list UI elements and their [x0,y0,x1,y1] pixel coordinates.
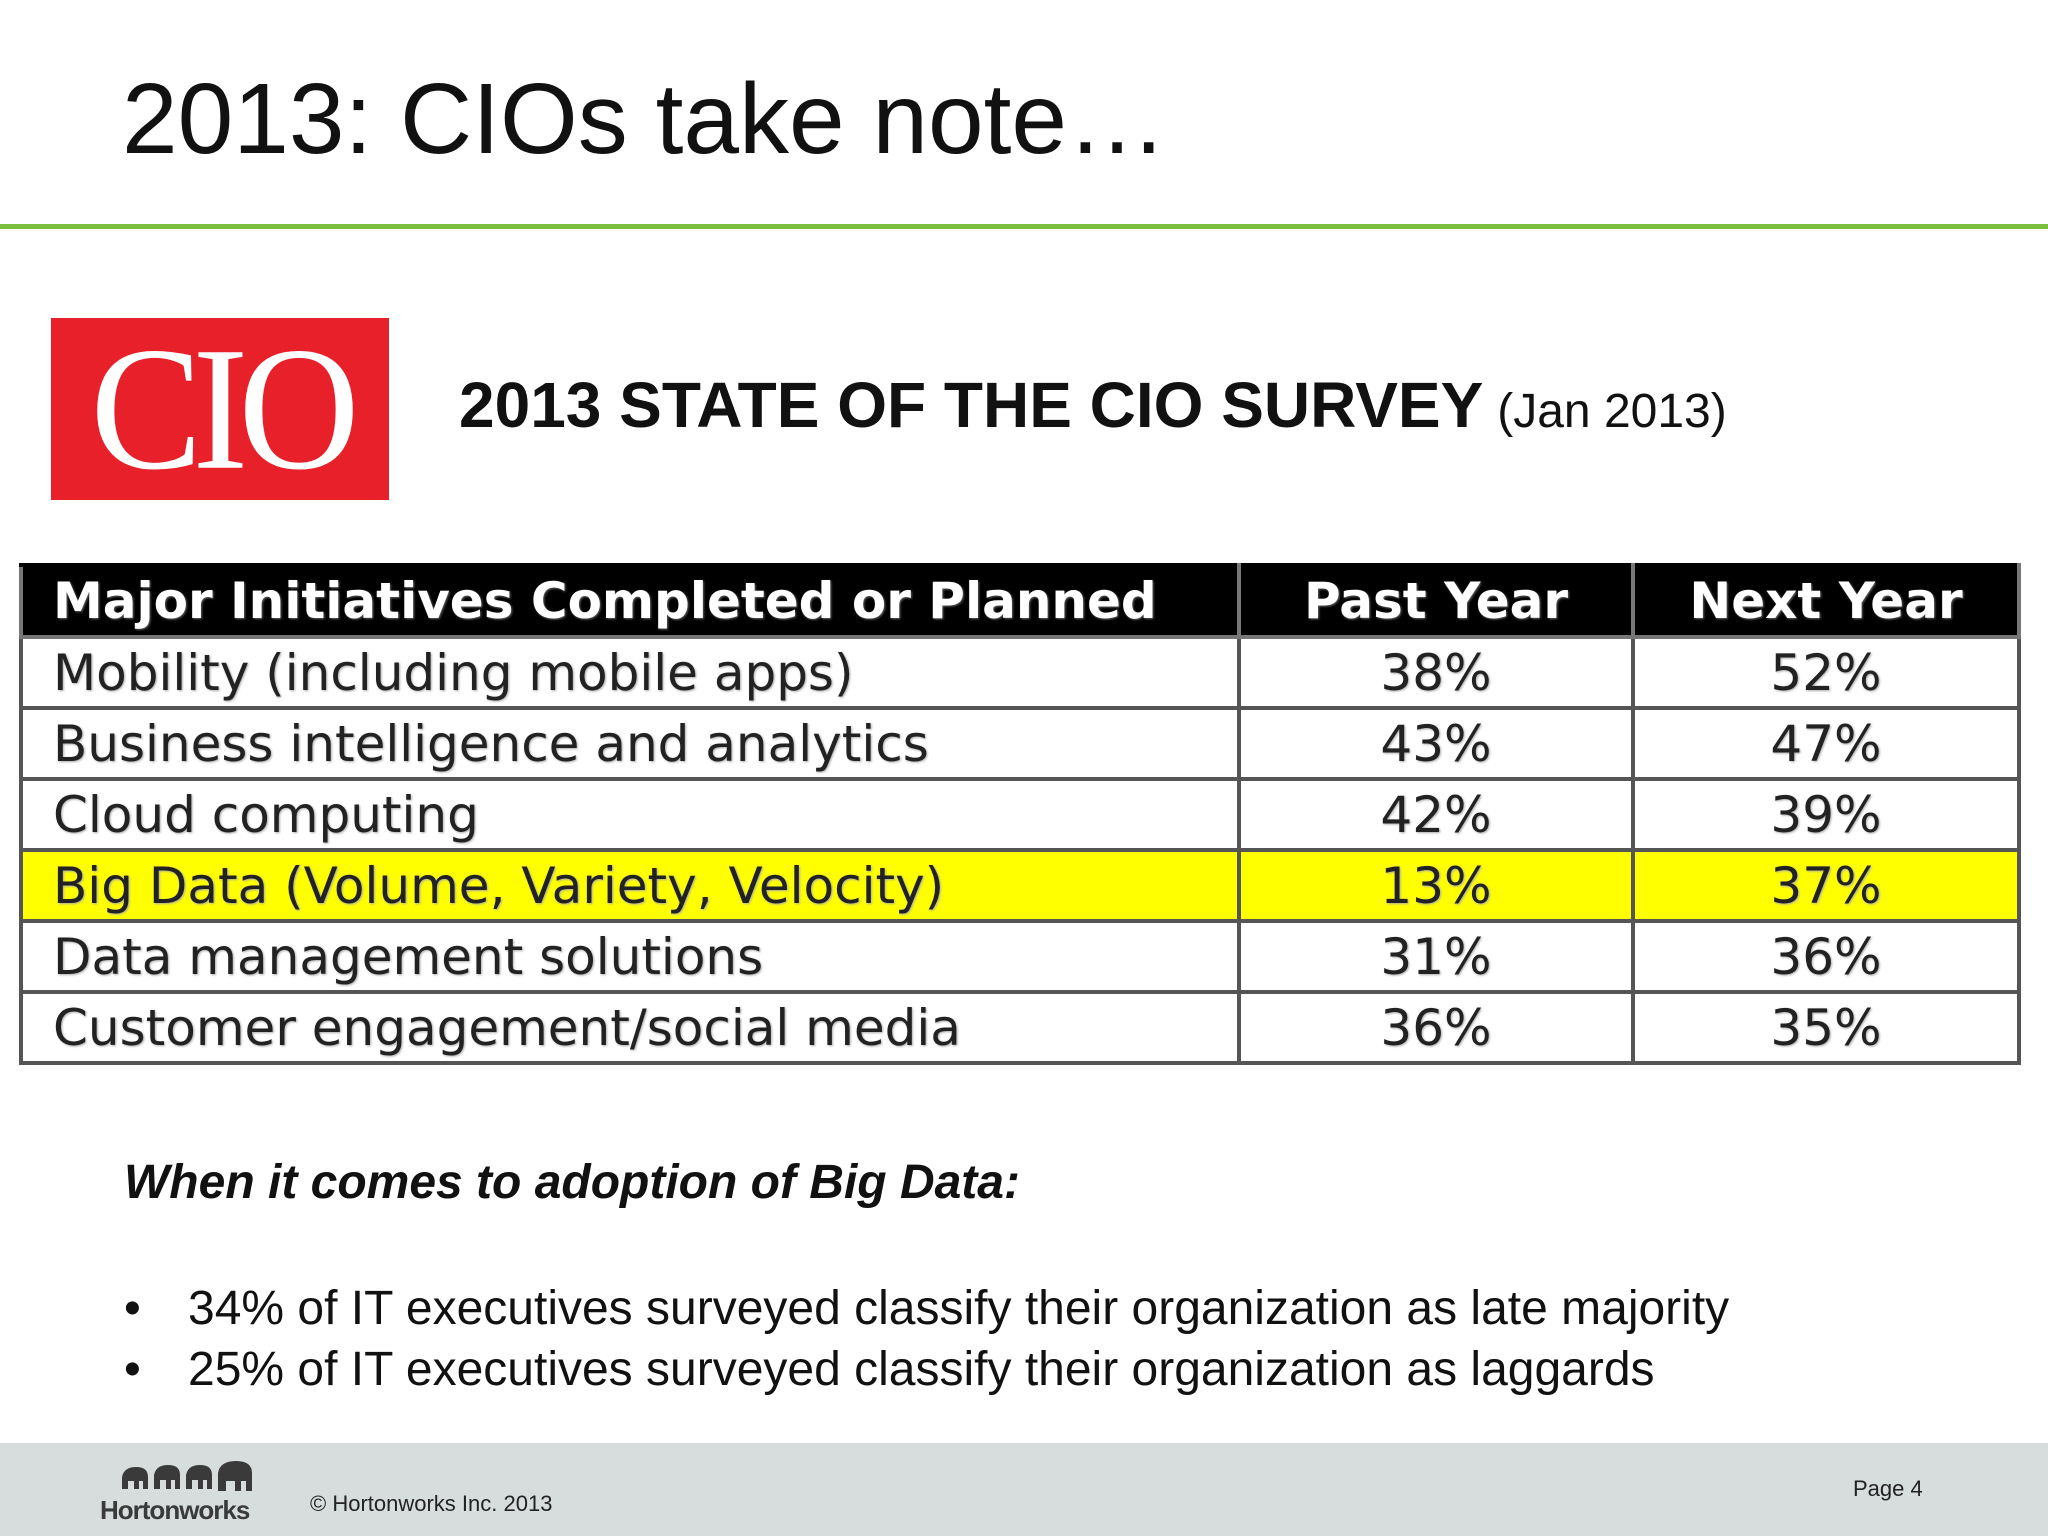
list-item: • 34% of IT executives surveyed classify… [124,1278,2004,1339]
table-cell-past-year: 38% [1237,635,1635,710]
survey-table: Major Initiatives Completed or Planned P… [19,563,2021,1065]
elephants-icon [122,1461,252,1491]
brand-name: Hortonworks [100,1495,250,1525]
table-row: Mobility (including mobile apps) 38% 52% [19,635,2021,710]
list-item: • 25% of IT executives surveyed classify… [124,1339,2004,1400]
hortonworks-logo: Hortonworks [100,1459,270,1525]
adoption-heading: When it comes to adoption of Big Data: [124,1156,1020,1209]
table-cell-next-year: 36% [1631,919,2021,994]
page-number: Page 4 [1853,1476,1923,1501]
survey-heading: 2013 STATE OF THE CIO SURVEY (Jan 2013) [459,368,1727,442]
table-row: Customer engagement/social media 36% 35% [19,990,2021,1065]
table-cell-next-year: 47% [1631,706,2021,781]
table-row-highlighted: Big Data (Volume, Variety, Velocity) 13%… [19,848,2021,923]
survey-title: 2013 STATE OF THE CIO SURVEY [459,369,1484,441]
table-cell-past-year: 13% [1237,848,1635,923]
bullet-dot: • [124,1282,141,1335]
table-cell-next-year: 52% [1631,635,2021,710]
bullet-dot: • [124,1343,141,1396]
cio-logo: CIO [51,318,389,500]
table-header-row: Major Initiatives Completed or Planned P… [19,563,2021,639]
table-cell-next-year: 37% [1631,848,2021,923]
bullet-text: 25% of IT executives surveyed classify t… [188,1343,1655,1396]
title-divider [0,224,2048,229]
bullet-text: 34% of IT executives surveyed classify t… [188,1282,1730,1335]
table-row: Data management solutions 31% 36% [19,919,2021,994]
slide-footer: Hortonworks © Hortonworks Inc. 2013 Page… [0,1443,2048,1536]
table-cell-initiative: Cloud computing [19,777,1241,852]
table-cell-past-year: 43% [1237,706,1635,781]
table-row: Cloud computing 42% 39% [19,777,2021,852]
table-header-next-year: Next Year [1631,563,2021,639]
table-cell-past-year: 36% [1237,990,1635,1065]
table-cell-initiative: Big Data (Volume, Variety, Velocity) [19,848,1241,923]
table-cell-initiative: Business intelligence and analytics [19,706,1241,781]
table-cell-initiative: Mobility (including mobile apps) [19,635,1241,710]
copyright-text: © Hortonworks Inc. 2013 [310,1491,553,1516]
slide-title: 2013: CIOs take note… [122,63,1168,175]
table-header-past-year: Past Year [1237,563,1635,639]
table-cell-next-year: 35% [1631,990,2021,1065]
survey-date: (Jan 2013) [1497,385,1727,438]
table-cell-past-year: 42% [1237,777,1635,852]
adoption-bullet-list: • 34% of IT executives surveyed classify… [124,1278,2004,1400]
table-cell-initiative: Data management solutions [19,919,1241,994]
table-cell-past-year: 31% [1237,919,1635,994]
table-row: Business intelligence and analytics 43% … [19,706,2021,781]
table-cell-initiative: Customer engagement/social media [19,990,1241,1065]
cio-logo-text: CIO [90,311,359,507]
table-cell-next-year: 39% [1631,777,2021,852]
table-header-initiative: Major Initiatives Completed or Planned [19,563,1241,639]
